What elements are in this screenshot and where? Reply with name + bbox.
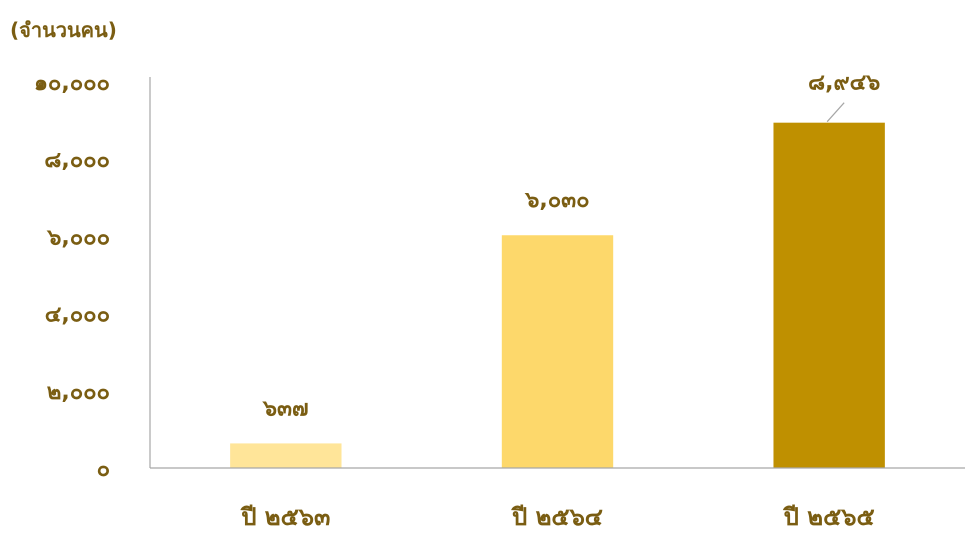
bar <box>230 443 342 468</box>
y-tick-label: ๘,๐๐๐ <box>44 148 110 173</box>
y-axis-unit-label: (จำนวนคน) <box>10 18 117 42</box>
bar <box>773 122 885 469</box>
x-axis-category-labels: ปี ๒๕๖๓ ปี ๒๕๖๔ ปี ๒๕๖๕ <box>240 503 875 531</box>
leader-lines <box>826 102 845 123</box>
y-tick-label: ๑๐,๐๐๐ <box>34 71 110 96</box>
data-label: ๘,๙๔๖ <box>808 71 880 96</box>
y-tick-label: ๒,๐๐๐ <box>47 380 110 405</box>
y-tick-label: ๐ <box>97 457 110 482</box>
x-category-label: ปี ๒๕๖๕ <box>783 503 875 531</box>
leader-line <box>826 102 845 123</box>
data-label: ๖๓๗ <box>262 396 309 421</box>
data-label: ๖,๐๓๐ <box>524 188 589 213</box>
bars <box>230 122 885 469</box>
y-tick-label: ๔,๐๐๐ <box>45 303 110 328</box>
data-labels: ๖๓๗ ๖,๐๓๐ ๘,๙๔๖ <box>262 71 880 422</box>
bar <box>501 235 614 468</box>
y-axis-tick-labels: ๐ ๒,๐๐๐ ๔,๐๐๐ ๖,๐๐๐ ๘,๐๐๐ ๑๐,๐๐๐ <box>34 71 110 482</box>
x-category-label: ปี ๒๕๖๓ <box>240 503 330 531</box>
x-category-label: ปี ๒๕๖๔ <box>511 503 603 531</box>
y-tick-label: ๖,๐๐๐ <box>46 225 110 250</box>
